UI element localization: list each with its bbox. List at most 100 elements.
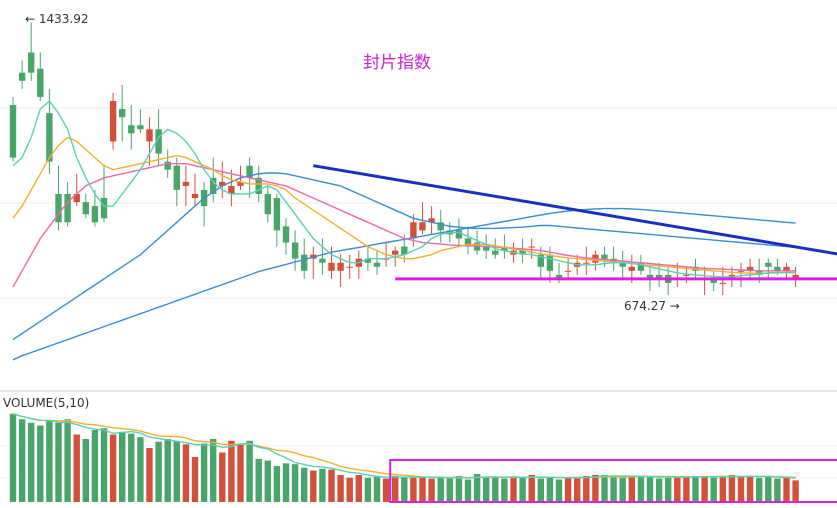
volume-bar bbox=[537, 478, 544, 502]
volume-bar bbox=[200, 443, 208, 502]
volume-bar bbox=[182, 444, 190, 502]
volume-bar bbox=[191, 457, 199, 502]
candle-body bbox=[783, 266, 790, 271]
candle-body bbox=[637, 262, 645, 271]
candle-body bbox=[364, 258, 372, 263]
volume-bar bbox=[665, 477, 672, 502]
volume-bar bbox=[328, 469, 335, 502]
candle-body bbox=[501, 246, 508, 251]
volume-bar bbox=[619, 477, 626, 502]
volume-bar bbox=[437, 477, 444, 502]
volume-bar bbox=[337, 475, 344, 502]
candle-body bbox=[428, 218, 435, 223]
volume-bar bbox=[228, 440, 235, 502]
candle-body bbox=[410, 222, 417, 239]
candle-body bbox=[528, 246, 535, 248]
volume-bar bbox=[310, 470, 317, 502]
candle-body bbox=[337, 262, 344, 271]
volume-bar bbox=[109, 434, 117, 502]
ma60-line bbox=[12, 172, 796, 341]
candle-body bbox=[319, 258, 326, 263]
volume-bar bbox=[273, 466, 281, 502]
candle-body bbox=[173, 165, 180, 190]
candle-body bbox=[392, 250, 399, 255]
volume-bar bbox=[46, 421, 53, 502]
min-price-annotation: 674.27 → bbox=[624, 299, 680, 313]
candle-body bbox=[601, 254, 608, 259]
candle-body bbox=[328, 262, 335, 271]
volume-bar bbox=[246, 440, 253, 502]
candle-body bbox=[119, 109, 126, 118]
candle-body bbox=[228, 185, 235, 194]
volume-bar bbox=[574, 476, 581, 502]
volume-bar bbox=[592, 475, 599, 502]
candle-body bbox=[273, 198, 281, 231]
candle-body bbox=[219, 181, 226, 186]
volume-bar bbox=[464, 479, 472, 502]
volume-bar bbox=[73, 434, 80, 502]
volume-bar bbox=[164, 439, 171, 502]
candle-body bbox=[18, 72, 26, 81]
volume-bar bbox=[555, 479, 563, 502]
volume-bar bbox=[82, 439, 89, 502]
volume-bar bbox=[137, 437, 144, 502]
volume-bar bbox=[373, 476, 381, 502]
volume-bar bbox=[364, 477, 372, 502]
volume-bar bbox=[473, 474, 481, 502]
volume-bar bbox=[583, 475, 590, 502]
candle-body bbox=[719, 282, 726, 284]
volume-bar bbox=[128, 433, 135, 502]
chart-title: 封片指数 bbox=[363, 53, 431, 73]
candle-body bbox=[301, 254, 308, 271]
candle-body bbox=[64, 194, 71, 223]
ma20-line bbox=[12, 162, 796, 288]
candles bbox=[9, 22, 799, 296]
volume-bar bbox=[264, 460, 271, 502]
volume-bar bbox=[91, 430, 99, 502]
volume-bar bbox=[655, 478, 663, 502]
volume-bars bbox=[9, 413, 799, 502]
candle-body bbox=[555, 274, 563, 279]
volume-bar bbox=[601, 475, 608, 502]
candle-body bbox=[628, 266, 635, 271]
volume-bar bbox=[701, 476, 708, 502]
candle-body bbox=[519, 250, 526, 255]
volume-bar bbox=[692, 475, 699, 502]
volume-bar bbox=[9, 413, 17, 502]
volume-bar bbox=[628, 475, 635, 502]
volume-bar bbox=[392, 475, 399, 502]
volume-bar bbox=[737, 476, 745, 502]
volume-bar bbox=[455, 475, 463, 502]
candle-body bbox=[28, 52, 35, 73]
volume-bar bbox=[419, 476, 426, 502]
volume-ma5-line bbox=[12, 413, 796, 479]
ma120-line bbox=[12, 207, 796, 361]
volume-bar bbox=[483, 476, 490, 502]
candle-body bbox=[291, 242, 299, 259]
volume-bar bbox=[282, 463, 290, 502]
candle-body bbox=[437, 222, 444, 231]
candle-body bbox=[155, 129, 162, 154]
candle-body bbox=[164, 161, 171, 170]
candle-body bbox=[546, 254, 554, 271]
volume-bar bbox=[219, 452, 226, 502]
volume-bar bbox=[355, 475, 362, 502]
volume-label: VOLUME(5,10) bbox=[3, 396, 89, 410]
candle-body bbox=[737, 270, 745, 272]
volume-bar bbox=[774, 478, 781, 502]
volume-bar bbox=[18, 419, 26, 502]
overlays bbox=[313, 164, 837, 503]
volume-bar bbox=[255, 458, 262, 502]
candle-body bbox=[646, 274, 654, 279]
candle-body bbox=[46, 113, 53, 162]
candle-body bbox=[792, 274, 799, 279]
candle-body bbox=[246, 165, 253, 178]
volume-bar bbox=[155, 441, 162, 502]
volume-moving-averages bbox=[12, 413, 796, 479]
downtrend-arrow-line bbox=[313, 164, 837, 256]
candle-body bbox=[537, 254, 544, 267]
volume-bar bbox=[301, 467, 308, 502]
candle-body bbox=[373, 262, 381, 267]
volume-bar bbox=[446, 478, 453, 502]
volume-bar bbox=[237, 443, 244, 502]
